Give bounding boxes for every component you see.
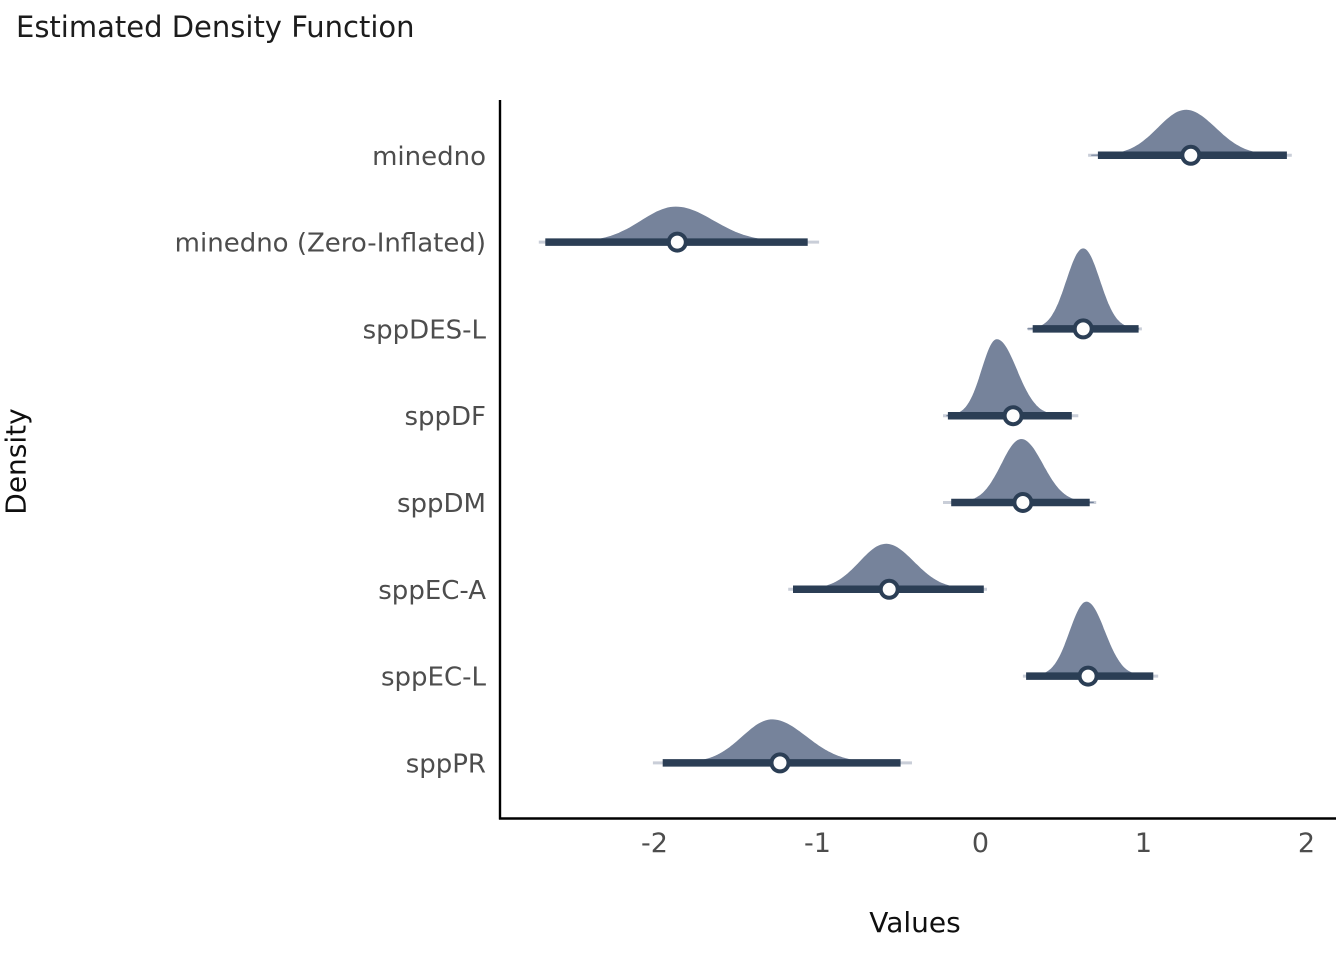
median-point (878, 578, 900, 600)
median-point (769, 752, 791, 774)
median-point (1180, 144, 1202, 166)
row-label: sppDES-L (363, 315, 487, 345)
x-tick-label: 2 (1298, 828, 1315, 859)
row-label: sppEC-A (378, 576, 486, 606)
x-tick-label: -2 (641, 828, 668, 859)
x-tick-label: -1 (804, 828, 831, 859)
x-tick-label: 0 (972, 828, 989, 859)
row-label: minedno (372, 142, 486, 172)
density-curve (1030, 601, 1148, 677)
median-point (1002, 405, 1024, 427)
row-label: sppPR (406, 749, 486, 779)
row-label: sppDF (404, 402, 486, 432)
median-point (1072, 318, 1094, 340)
median-point (1077, 665, 1099, 687)
density-curve (946, 339, 1064, 417)
row-label: sppDM (397, 489, 486, 519)
x-axis-title: Values (869, 906, 961, 939)
y-axis-title: Density (0, 408, 33, 515)
density-curve (1027, 248, 1140, 330)
row-label: sppEC-L (381, 663, 487, 693)
row-label: minedno (Zero-Inflated) (175, 229, 486, 259)
median-point (1012, 492, 1034, 513)
median-point (666, 231, 688, 253)
x-tick-label: 1 (1135, 828, 1152, 859)
chart-title: Estimated Density Function (16, 10, 415, 44)
